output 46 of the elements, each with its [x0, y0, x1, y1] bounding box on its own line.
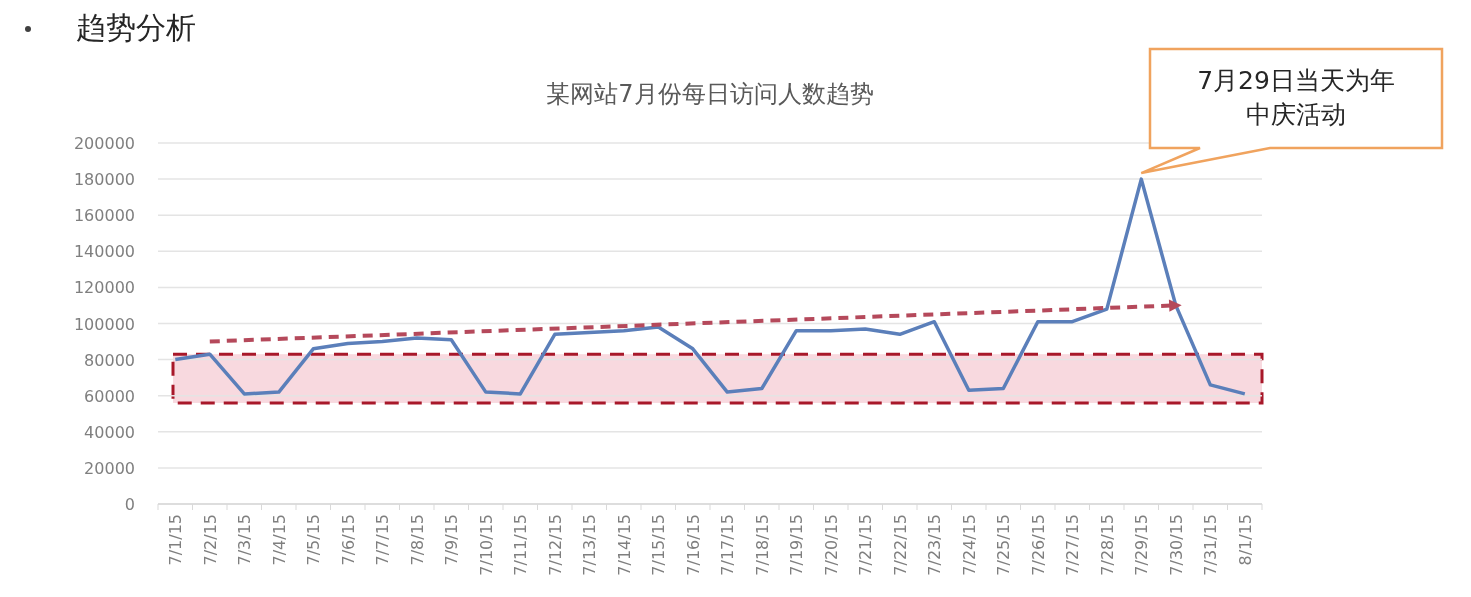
x-tick-label: 7/20/15	[821, 514, 841, 576]
x-tick-label: 7/9/15	[442, 514, 462, 566]
x-tick-label: 7/24/15	[959, 514, 979, 576]
y-tick-label: 60000	[84, 386, 135, 406]
x-tick-label: 7/14/15	[614, 514, 634, 576]
y-tick-label: 0	[124, 495, 135, 514]
x-tick-label: 7/21/15	[856, 514, 876, 576]
y-tick-label: 160000	[73, 206, 135, 226]
x-tick-label: 7/2/15	[200, 514, 220, 566]
x-tick-label: 7/30/15	[1166, 514, 1186, 576]
x-tick-label: 7/13/15	[580, 514, 600, 576]
x-tick-label: 7/28/15	[1097, 514, 1117, 576]
x-tick-label: 7/25/15	[994, 514, 1014, 576]
y-tick-label: 180000	[73, 170, 135, 190]
x-tick-label: 7/4/15	[269, 514, 289, 566]
x-tick-label: 7/22/15	[890, 514, 910, 576]
x-tick-label: 7/29/15	[1132, 514, 1152, 576]
x-tick-label: 7/1/15	[166, 514, 186, 566]
x-tick-label: 7/5/15	[304, 514, 324, 566]
x-tick-label: 7/18/15	[752, 514, 772, 576]
annotation: 7月29日当天为年中庆活动	[1197, 66, 1395, 129]
x-tick-label: 8/1/15	[1235, 514, 1255, 566]
x-tick-label: 7/11/15	[511, 514, 531, 576]
x-tick-label: 7/15/15	[649, 514, 669, 576]
x-tick-label: 7/31/15	[1201, 514, 1221, 576]
x-tick-label: 7/19/15	[787, 514, 807, 576]
x-tick-label: 7/7/15	[373, 514, 393, 566]
x-tick-label: 7/17/15	[718, 514, 738, 576]
y-tick-label: 40000	[84, 422, 135, 442]
x-tick-label: 7/6/15	[338, 514, 358, 566]
y-tick-label: 20000	[84, 458, 135, 478]
x-tick-label: 7/23/15	[925, 514, 945, 576]
x-tick-label: 7/12/15	[545, 514, 565, 576]
x-tick-label: 7/26/15	[1028, 514, 1048, 576]
heading: 趋势分析	[76, 10, 196, 45]
x-tick-label: 7/8/15	[407, 514, 427, 566]
x-tick-label: 7/10/15	[476, 514, 496, 576]
x-tick-label: 7/27/15	[1063, 514, 1083, 576]
y-tick-label: 100000	[73, 314, 135, 334]
y-tick-label: 80000	[84, 350, 135, 370]
x-tick-label: 7/3/15	[235, 514, 255, 566]
y-tick-label: 200000	[73, 134, 135, 153]
title: 某网站7月份每日访问人数趋势	[546, 80, 874, 108]
y-tick-label: 120000	[73, 278, 135, 298]
y-tick-label: 140000	[73, 242, 135, 262]
x-tick-label: 7/16/15	[683, 514, 703, 576]
